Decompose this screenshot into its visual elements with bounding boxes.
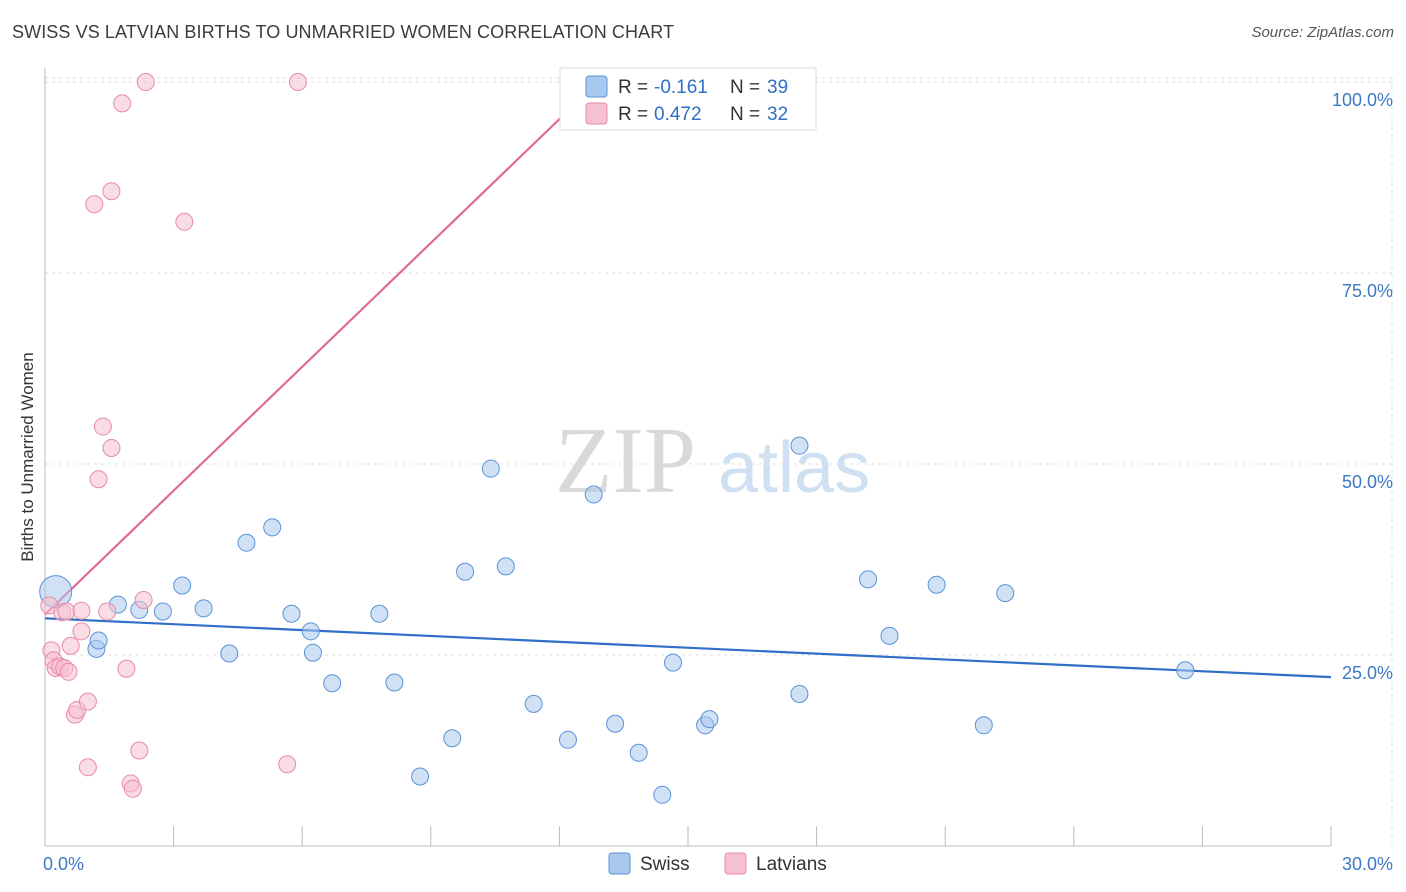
y-tick-label: 50.0% [1342, 472, 1393, 492]
point-swiss [790, 436, 809, 455]
point-latvians [175, 212, 194, 231]
point-latvians [130, 741, 149, 760]
watermark-zip: ZIP [555, 409, 696, 513]
point-latvians [61, 636, 80, 655]
point-swiss [456, 562, 475, 581]
point-latvians [117, 659, 136, 678]
x-tick-label: 0.0% [43, 854, 84, 874]
series-legend-latvians: Latvians [756, 854, 827, 875]
point-swiss [996, 584, 1015, 603]
point-swiss [700, 710, 719, 729]
legend-swatch-swiss [585, 75, 608, 98]
point-latvians [113, 94, 132, 113]
point-swiss [927, 575, 946, 594]
axes [44, 68, 1332, 847]
point-swiss [282, 604, 301, 623]
point-latvians [78, 692, 97, 711]
legend-n-swiss: 39 [767, 77, 788, 98]
legend-r-label: R = [618, 77, 648, 98]
point-swiss [496, 557, 515, 576]
legend-n-latvians: 32 [767, 104, 788, 125]
point-swiss [303, 643, 322, 662]
point-swiss [584, 485, 603, 504]
point-swiss [301, 622, 320, 641]
legend-n-label: N = [730, 77, 760, 98]
point-latvians [102, 182, 121, 201]
y-tick-label: 25.0% [1342, 663, 1393, 683]
point-swiss [411, 767, 430, 786]
trend-line-latvians [44, 81, 599, 616]
series-legend-swatch-swiss [608, 852, 631, 875]
trend-line-swiss [44, 617, 1332, 679]
series-legend-swatch-latvians [724, 852, 747, 875]
data-points [39, 73, 1195, 804]
point-latvians [59, 662, 78, 681]
point-swiss [153, 602, 172, 621]
point-latvians [89, 470, 108, 489]
point-latvians [288, 73, 307, 91]
point-latvians [72, 601, 91, 620]
point-latvians [123, 779, 142, 798]
point-swiss [237, 533, 256, 552]
point-swiss [558, 730, 577, 749]
point-swiss [653, 785, 672, 804]
point-swiss [974, 716, 993, 735]
point-latvians [72, 622, 91, 641]
trend-lines [44, 81, 1332, 679]
legend-r-latvians: 0.472 [654, 104, 702, 125]
point-swiss [443, 729, 462, 748]
series-legend: Swiss Latvians [608, 852, 827, 875]
legend-r-swiss: -0.161 [654, 77, 708, 98]
x-tick-label: 30.0% [1342, 854, 1393, 874]
source-label: Source: ZipAtlas.com [1251, 24, 1394, 41]
point-swiss [481, 459, 500, 478]
point-latvians [98, 602, 117, 621]
y-axis-label: Births to Unmarried Women [18, 352, 37, 561]
point-swiss [263, 518, 282, 537]
correlation-legend: R = -0.161 N = 39 R = 0.472 N = 32 [559, 67, 817, 131]
point-swiss [606, 714, 625, 733]
series-legend-swiss: Swiss [640, 854, 690, 875]
point-latvians [93, 417, 112, 436]
point-swiss [89, 631, 108, 650]
legend-n-label: N = [730, 104, 760, 125]
chart-title: SWISS VS LATVIAN BIRTHS TO UNMARRIED WOM… [12, 22, 675, 42]
y-tick-label: 75.0% [1342, 281, 1393, 301]
point-latvians [78, 758, 97, 777]
point-swiss [790, 684, 809, 703]
point-latvians [136, 73, 155, 91]
point-swiss [859, 570, 878, 589]
axis-ticks: 25.0% 50.0% 75.0% 100.0% 0.0% 30.0% [43, 90, 1393, 874]
point-swiss [1176, 661, 1195, 680]
point-latvians [85, 195, 104, 214]
y-tick-label: 100.0% [1332, 90, 1393, 110]
point-latvians [278, 755, 297, 774]
legend-swatch-latvians [585, 102, 608, 125]
point-swiss [220, 644, 239, 663]
point-swiss [323, 674, 342, 693]
point-swiss [385, 673, 404, 692]
legend-r-label: R = [618, 104, 648, 125]
point-swiss [880, 626, 899, 645]
point-swiss [663, 653, 682, 672]
point-latvians [102, 438, 121, 457]
point-swiss [524, 694, 543, 713]
point-swiss [194, 599, 213, 618]
point-swiss [370, 604, 389, 623]
point-swiss [629, 743, 648, 762]
point-swiss [173, 576, 192, 595]
point-latvians [134, 590, 153, 609]
point-latvians [57, 602, 76, 621]
